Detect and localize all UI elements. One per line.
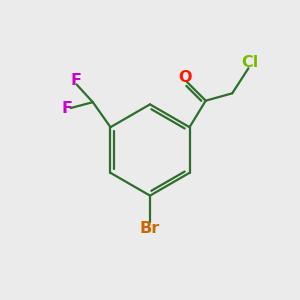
Text: Br: Br (140, 221, 160, 236)
Text: F: F (62, 100, 73, 116)
Text: O: O (178, 70, 192, 85)
Text: Cl: Cl (241, 56, 259, 70)
Text: F: F (70, 73, 82, 88)
